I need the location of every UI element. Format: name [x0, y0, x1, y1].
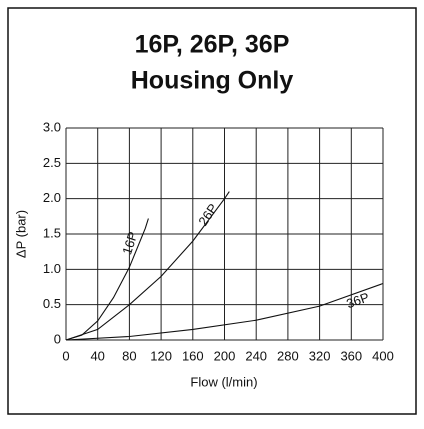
x-tick-label: 400 — [372, 348, 394, 363]
y-axis-label: ΔP (bar) — [13, 210, 28, 258]
y-tick-label: 1.0 — [43, 261, 61, 276]
y-tick-label: 3.0 — [43, 119, 61, 134]
x-tick-label: 320 — [309, 348, 331, 363]
x-tick-label: 200 — [214, 348, 236, 363]
line-series — [65, 282, 384, 341]
y-tick-label: 2.0 — [43, 190, 61, 205]
series-label: 36P — [344, 289, 371, 311]
x-tick-label: 120 — [150, 348, 172, 363]
series-label: 26P — [195, 201, 220, 229]
y-tick-label: 1.5 — [43, 225, 61, 240]
x-axis-label: Flow (l/min) — [190, 374, 257, 389]
y-tick-label: 2.5 — [43, 155, 61, 170]
x-tick-label: 40 — [90, 348, 104, 363]
series-label: 16P — [119, 230, 140, 257]
chart-title: 16P, 26P, 36P — [135, 31, 290, 59]
x-tick-label: 80 — [122, 348, 136, 363]
frame — [7, 7, 417, 415]
x-tick-label: 160 — [182, 348, 204, 363]
x-tick-label: 280 — [277, 348, 299, 363]
x-tick-label: 360 — [340, 348, 362, 363]
x-tick-label: 240 — [245, 348, 267, 363]
x-tick-label: 0 — [62, 348, 69, 363]
y-tick-label: 0 — [54, 331, 61, 346]
y-tick-label: 0.5 — [43, 296, 61, 311]
line-series — [65, 191, 230, 341]
chart-subtitle: Housing Only — [131, 67, 294, 95]
